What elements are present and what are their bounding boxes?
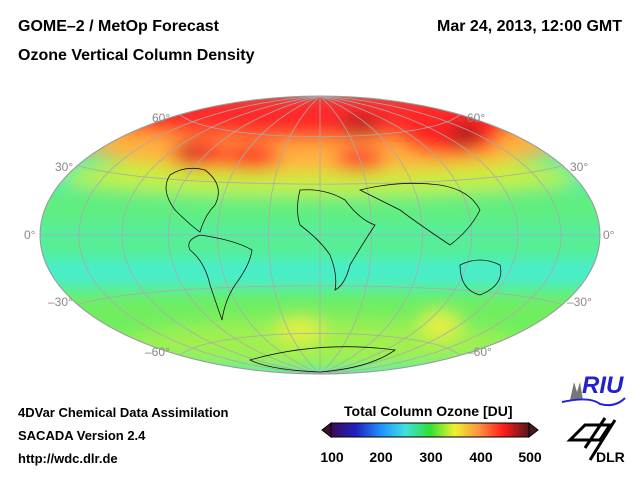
meridian-line [78, 96, 321, 374]
lat-label-left-0: 0° [24, 228, 36, 242]
colorbar-tick: 400 [469, 449, 493, 465]
riu-logo [561, 382, 626, 407]
meridian-line [319, 96, 472, 374]
colorbar [321, 421, 539, 439]
meridian-line [319, 96, 562, 374]
lat-label-left-60: 60° [152, 111, 171, 125]
colorbar-tick: 100 [320, 449, 344, 465]
map-border [39, 95, 601, 375]
title-line1: GOME–2 / MetOp Forecast [18, 18, 219, 35]
dlr-logo-text: DLR [596, 449, 625, 465]
lat-label-right-minus30: –30° [567, 295, 592, 309]
meridian-line [319, 96, 519, 374]
footer-line1: 4DVar Chemical Data Assimilation [18, 405, 229, 420]
meridian-line [168, 96, 321, 374]
riu-logo-text: RIU [582, 372, 624, 399]
dlr-logo [566, 417, 617, 461]
lat-label-right-minus60: –60° [467, 345, 492, 359]
footer-url[interactable]: http://wdc.dlr.de [18, 451, 118, 466]
meridian-line [267, 96, 321, 374]
lat-label-left-minus30: –30° [48, 295, 73, 309]
lat-label-right-0: 0° [603, 228, 615, 242]
colorbar-title: Total Column Ozone [DU] [344, 403, 513, 419]
colorbar-tick: 200 [369, 449, 393, 465]
title-line2: Ozone Vertical Column Density [18, 47, 255, 64]
meridian-line [121, 96, 321, 374]
colorbar-tick: 500 [518, 449, 542, 465]
footer-line2: SACADA Version 2.4 [18, 428, 146, 443]
meridian-line [319, 96, 373, 374]
lat-label-right-60: 60° [467, 111, 486, 125]
coastlines [165, 167, 502, 373]
lat-label-left-30: 30° [55, 160, 74, 174]
meridian-line [319, 96, 423, 374]
lat-label-right-30: 30° [570, 160, 589, 174]
colorbar-tick: 300 [419, 449, 443, 465]
meridian-line [217, 96, 321, 374]
ozone-field [40, 96, 600, 374]
lat-label-left-minus60: –60° [145, 345, 170, 359]
forecast-datetime: Mar 24, 2013, 12:00 GMT [437, 18, 622, 35]
